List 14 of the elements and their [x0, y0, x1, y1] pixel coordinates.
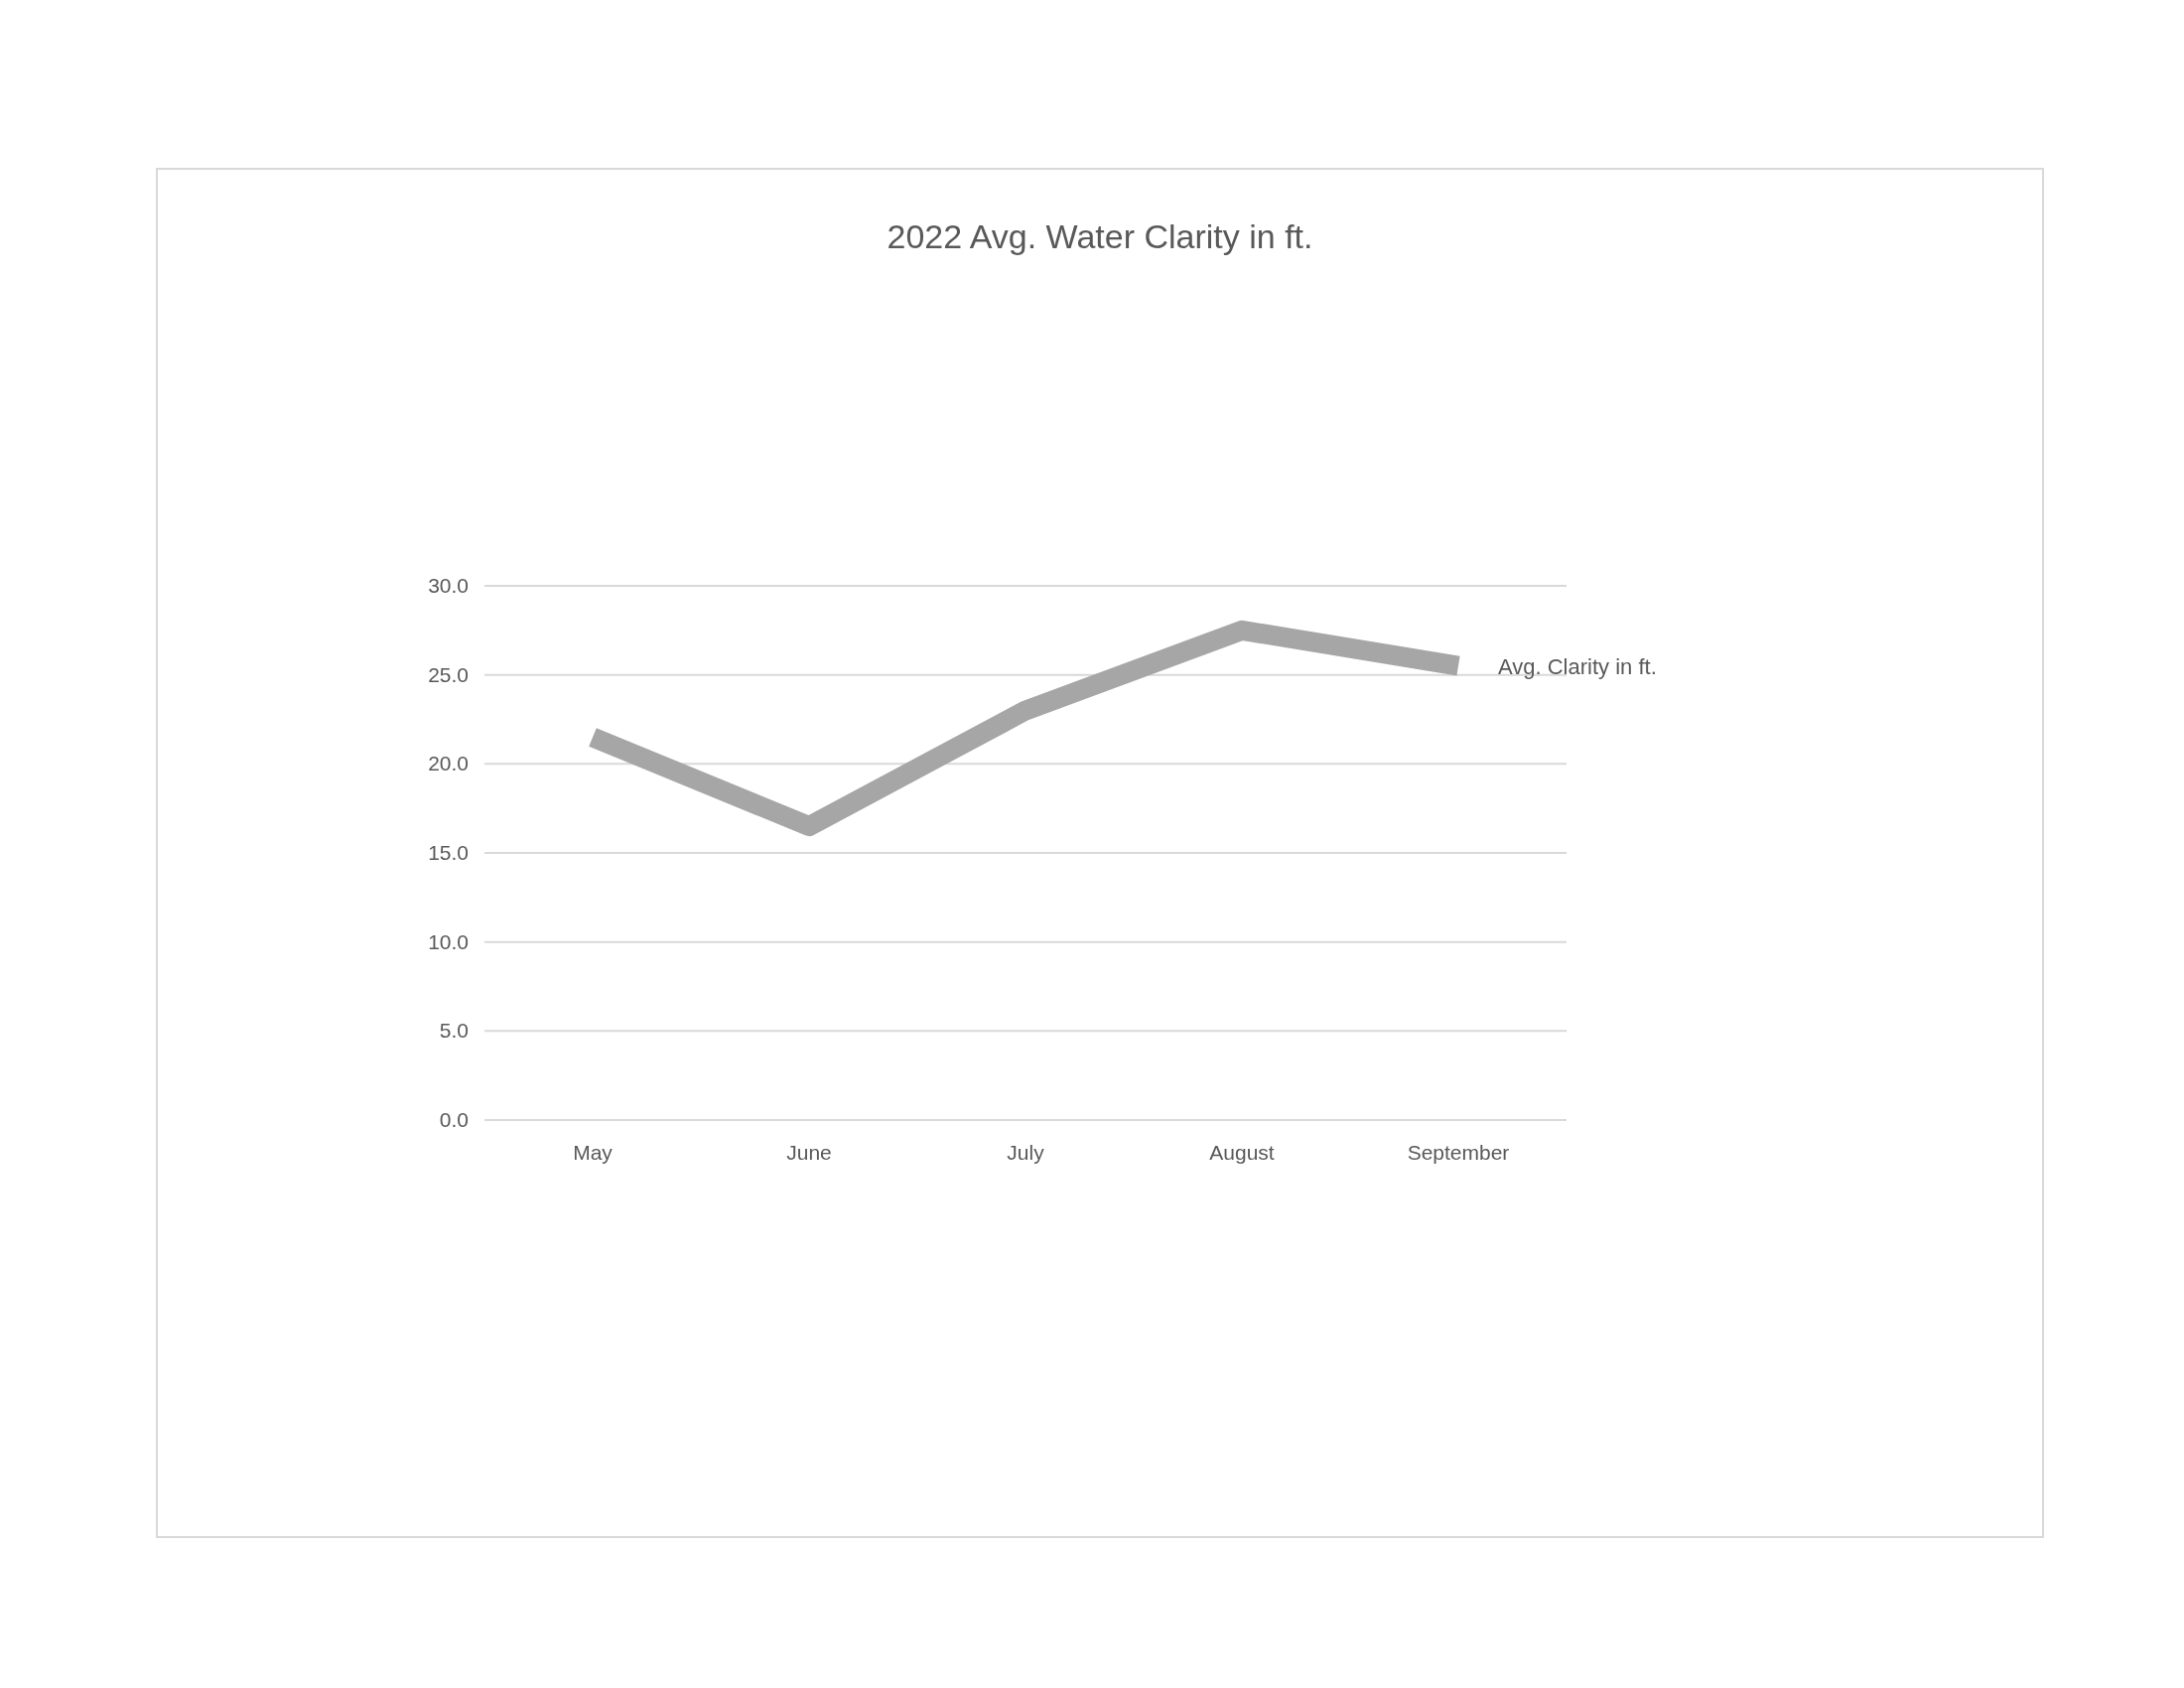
y-tick-label: 15.0 [428, 841, 469, 864]
y-tick-label: 0.0 [439, 1108, 469, 1131]
y-tick-label: 25.0 [428, 662, 469, 686]
y-tick-label: 30.0 [428, 574, 469, 597]
x-tick-label: June [786, 1141, 832, 1164]
y-tick-label: 20.0 [428, 752, 469, 775]
series-label: Avg. Clarity in ft. [1498, 653, 1657, 679]
chart-title: 2022 Avg. Water Clarity in ft. [887, 217, 1313, 255]
y-tick-label: 10.0 [428, 929, 469, 953]
y-tick-label: 5.0 [439, 1019, 469, 1043]
x-tick-label: May [573, 1141, 614, 1164]
x-tick-label: September [1407, 1141, 1510, 1164]
x-tick-label: July [1007, 1141, 1045, 1164]
x-tick-label: August [1209, 1141, 1275, 1164]
